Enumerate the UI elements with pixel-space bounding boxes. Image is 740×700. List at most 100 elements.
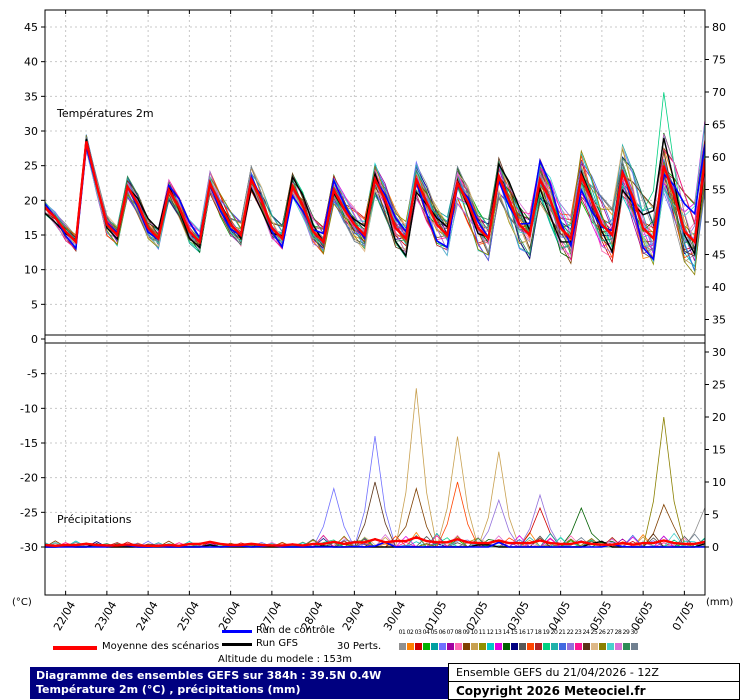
legend-gfs-label: Run GFS (256, 638, 299, 649)
perts-count-label: 30 Perts. (337, 641, 382, 652)
y-tick-label-right: 45 (712, 249, 726, 262)
pert-color-swatch (606, 643, 614, 650)
legend-gfs-line (222, 643, 252, 646)
x-date-label: 07/05 (670, 599, 697, 632)
pert-color-swatch (454, 643, 462, 650)
pert-number: 26 (598, 629, 606, 636)
pert-cell: 28 (614, 628, 622, 650)
pert-cell: 30 (630, 628, 638, 650)
y-tick-label-left: 45 (24, 21, 38, 34)
pert-color-swatch (422, 643, 430, 650)
y-tick-label-left: -25 (20, 506, 38, 519)
pert-cell: 19 (542, 628, 550, 650)
pert-color-swatch (510, 643, 518, 650)
axes (41, 9, 709, 596)
pert-color-swatch (462, 643, 470, 650)
pert-cell: 16 (518, 628, 526, 650)
mean-precip-line (45, 536, 705, 548)
pert-cell: 05 (430, 628, 438, 650)
pert-color-swatch (398, 643, 406, 650)
pert-number: 20 (550, 629, 558, 636)
y-tick-label-right: 20 (712, 411, 726, 424)
pert-cell: 27 (606, 628, 614, 650)
y-tick-label-right: 60 (712, 151, 726, 164)
pert-color-swatch (470, 643, 478, 650)
pert-number: 27 (606, 629, 614, 636)
x-date-label: 24/04 (134, 599, 161, 632)
pert-cell: 25 (590, 628, 598, 650)
pert-cell: 09 (462, 628, 470, 650)
pert-number: 12 (486, 629, 494, 636)
pert-cell: 23 (574, 628, 582, 650)
pert-color-swatch (486, 643, 494, 650)
pert-precip-line (45, 506, 705, 548)
y-tick-label-right: 10 (712, 476, 726, 489)
y-tick-label-left: 20 (24, 194, 38, 207)
x-date-label: 25/04 (175, 599, 202, 632)
y-tick-label-right: 75 (712, 54, 726, 67)
pert-number: 05 (430, 629, 438, 636)
y-tick-label-left: 10 (24, 264, 38, 277)
pert-color-swatch (630, 643, 638, 650)
y-tick-label-left: 15 (24, 229, 38, 242)
pert-precip-line (45, 506, 705, 548)
y-tick-label-left: 5 (31, 298, 38, 311)
pert-color-swatch (574, 643, 582, 650)
pert-number: 14 (502, 629, 510, 636)
banner-line1: Diagramme des ensembles GEFS sur 384h : … (36, 669, 382, 682)
pert-color-swatch (406, 643, 414, 650)
y-tick-label-left: 40 (24, 56, 38, 69)
pert-cell: 26 (598, 628, 606, 650)
plot-border (44, 9, 706, 596)
pert-temp-line (45, 143, 705, 255)
pert-color-swatch (438, 643, 446, 650)
pert-number: 13 (494, 629, 502, 636)
y-tick-label-right: 0 (712, 541, 719, 554)
panel-label-temperature: Températures 2m (56, 107, 154, 120)
pert-cell: 29 (622, 628, 630, 650)
pert-number: 30 (630, 629, 638, 636)
pert-cell: 08 (454, 628, 462, 650)
ensemble-chart: 45 40 35 30 25 20 15 10 5 0 -5 -10 -15 -20 -25 -30 80 75 7… (12, 9, 733, 633)
pert-cell: 21 (558, 628, 566, 650)
y-tick-label-right: 50 (712, 216, 726, 229)
chart-svg: 454035302520151050-5-10-15-20-25-3080757… (12, 9, 733, 633)
pert-number: 18 (534, 629, 542, 636)
pert-color-swatch (622, 643, 630, 650)
pert-cell: 20 (550, 628, 558, 650)
pert-number: 04 (422, 629, 430, 636)
x-date-label: 26/04 (216, 599, 243, 632)
y-tick-label-right: 70 (712, 86, 726, 99)
series (45, 92, 705, 549)
run-info-box: Ensemble GEFS du 21/04/2026 - 12Z (448, 663, 740, 682)
unit-label-celsius: (°C) (12, 597, 32, 608)
mean-temp-line (45, 141, 705, 245)
legend-mean-line (53, 646, 97, 650)
pert-color-swatch (566, 643, 574, 650)
pert-number: 28 (614, 629, 622, 636)
x-date-label: 22/04 (51, 599, 78, 632)
gridlines (45, 10, 705, 595)
pert-color-swatch (598, 643, 606, 650)
pert-temp-line (45, 141, 705, 257)
y-tick-label-right: 30 (712, 346, 726, 359)
pert-number: 25 (590, 629, 598, 636)
pert-number: 15 (510, 629, 518, 636)
pert-number: 19 (542, 629, 550, 636)
unit-label-mm: (mm) (706, 597, 733, 608)
y-tick-label-left: -30 (20, 541, 38, 554)
legend-control-line (222, 630, 252, 633)
pert-cell: 22 (566, 628, 574, 650)
y-tick-label-left: 30 (24, 125, 38, 138)
y-tick-label-left: 25 (24, 160, 38, 173)
pert-cell: 13 (494, 628, 502, 650)
pert-number: 17 (526, 629, 534, 636)
y-tick-label-right: 80 (712, 21, 726, 34)
y-tick-label-right: 55 (712, 184, 726, 197)
pert-color-swatch (542, 643, 550, 650)
pert-number: 08 (454, 629, 462, 636)
pert-number: 16 (518, 629, 526, 636)
pert-cell: 18 (534, 628, 542, 650)
pert-color-swatch (550, 643, 558, 650)
